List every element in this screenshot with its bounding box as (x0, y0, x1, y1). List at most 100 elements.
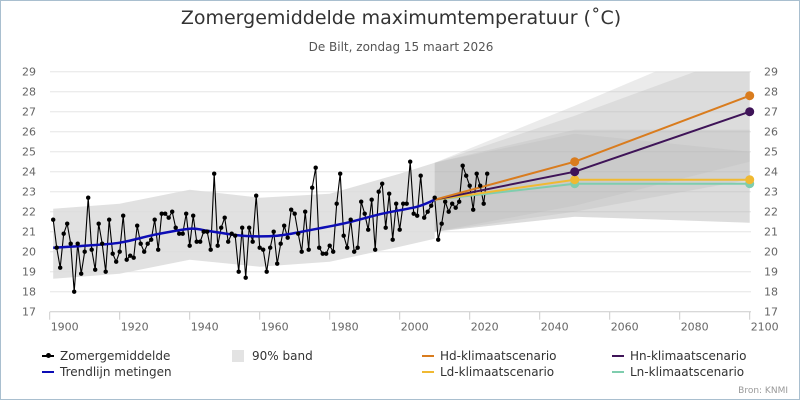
observation-point (457, 199, 462, 204)
y-tick-label-left: 29 (22, 66, 36, 79)
x-tick-label: 2000 (401, 321, 429, 334)
observation-point (173, 225, 178, 230)
observation-point (215, 243, 220, 248)
observation-point (404, 201, 409, 206)
observation-point (254, 193, 259, 198)
observation-point (107, 217, 112, 222)
observation-point (439, 221, 444, 226)
y-tick-label-left: 18 (22, 286, 36, 299)
observation-point (352, 249, 357, 254)
observation-point (282, 223, 287, 228)
y-axis-left: 17 18 19 20 21 22 23 24 25 26 27 28 29 (22, 66, 36, 319)
observation-point (285, 235, 290, 240)
observation-point (289, 207, 294, 212)
x-tick-label: 2080 (681, 321, 709, 334)
observation-point (303, 209, 308, 214)
observation-point (184, 211, 189, 216)
observation-point (313, 165, 318, 170)
y-tick-label-right: 23 (764, 186, 778, 199)
observation-point (443, 199, 448, 204)
observation-point (411, 211, 416, 216)
observation-point (257, 245, 262, 250)
observation-point (390, 237, 395, 242)
scenario-point-hn (570, 167, 580, 177)
observation-point (79, 271, 84, 276)
observation-point (348, 217, 353, 222)
y-tick-label-left: 22 (22, 206, 36, 219)
observation-point (93, 267, 98, 272)
observation-point (366, 227, 371, 232)
observation-point (117, 249, 122, 254)
observation-point (110, 251, 115, 256)
x-tick-label: 2060 (611, 321, 639, 334)
observation-point (201, 229, 206, 234)
observation-point (212, 171, 217, 176)
observation-point (261, 247, 266, 252)
observation-point (250, 239, 255, 244)
y-tick-label-right: 21 (764, 226, 778, 239)
observation-point (149, 237, 154, 242)
band-observed (53, 162, 435, 279)
series-layer (51, 91, 755, 294)
observation-point (471, 207, 476, 212)
observation-point (208, 247, 213, 252)
y-tick-label-right: 17 (764, 306, 778, 319)
observation-point (177, 231, 182, 236)
observation-point (485, 171, 490, 176)
x-tick-label: 2100 (751, 321, 779, 334)
observation-point (432, 195, 437, 200)
observation-point (121, 213, 126, 218)
y-tick-label-left: 26 (22, 126, 36, 139)
y-tick-label-left: 23 (22, 186, 36, 199)
observation-point (296, 231, 301, 236)
observation-point (292, 211, 297, 216)
y-tick-label-right: 26 (764, 126, 778, 139)
observation-point (394, 201, 399, 206)
observation-point (96, 221, 101, 226)
observation-point (240, 225, 245, 230)
y-tick-label-left: 19 (22, 266, 36, 279)
x-tick-label: 1960 (261, 321, 289, 334)
observation-point (114, 259, 119, 264)
observation-point (166, 215, 171, 220)
observation-point (355, 245, 360, 250)
observation-point (103, 269, 108, 274)
observation-point (170, 209, 175, 214)
observation-point (271, 229, 276, 234)
observation-point (474, 171, 479, 176)
x-tick-label: 1920 (121, 321, 149, 334)
x-tick-label: 1900 (51, 321, 79, 334)
x-tick-label: 1980 (331, 321, 359, 334)
scenario-point-hd (570, 157, 580, 167)
observation-point (415, 213, 420, 218)
observation-point (481, 201, 486, 206)
observation-point (191, 213, 196, 218)
observation-point (453, 205, 458, 210)
observation-point (408, 159, 413, 164)
observation-point (299, 249, 304, 254)
observation-point (100, 241, 105, 246)
observation-point (180, 231, 185, 236)
x-tick-label: 1940 (191, 321, 219, 334)
source-credit: Bron: KNMI (738, 386, 788, 396)
observation-point (338, 171, 343, 176)
observation-point (142, 249, 147, 254)
trend-line (53, 198, 436, 249)
observation-point (229, 231, 234, 236)
x-tick-label: 2020 (471, 321, 499, 334)
x-axis: 1900 1920 1940 1960 1980 2000 2020 2040 2060 2080… (49, 311, 779, 334)
observation-point (317, 245, 322, 250)
observation-point (135, 223, 140, 228)
observation-point (219, 225, 224, 230)
observation-point (362, 211, 367, 216)
y-axis-right: 17 18 19 20 21 22 23 24 25 26 27 28 29 (764, 66, 778, 319)
y-tick-label-right: 22 (764, 206, 778, 219)
y-tick-label-right: 20 (764, 246, 778, 259)
y-tick-label-right: 28 (764, 86, 778, 99)
observation-point (198, 239, 203, 244)
observation-point (138, 241, 143, 246)
observation-point (401, 201, 406, 206)
observation-point (460, 163, 465, 168)
